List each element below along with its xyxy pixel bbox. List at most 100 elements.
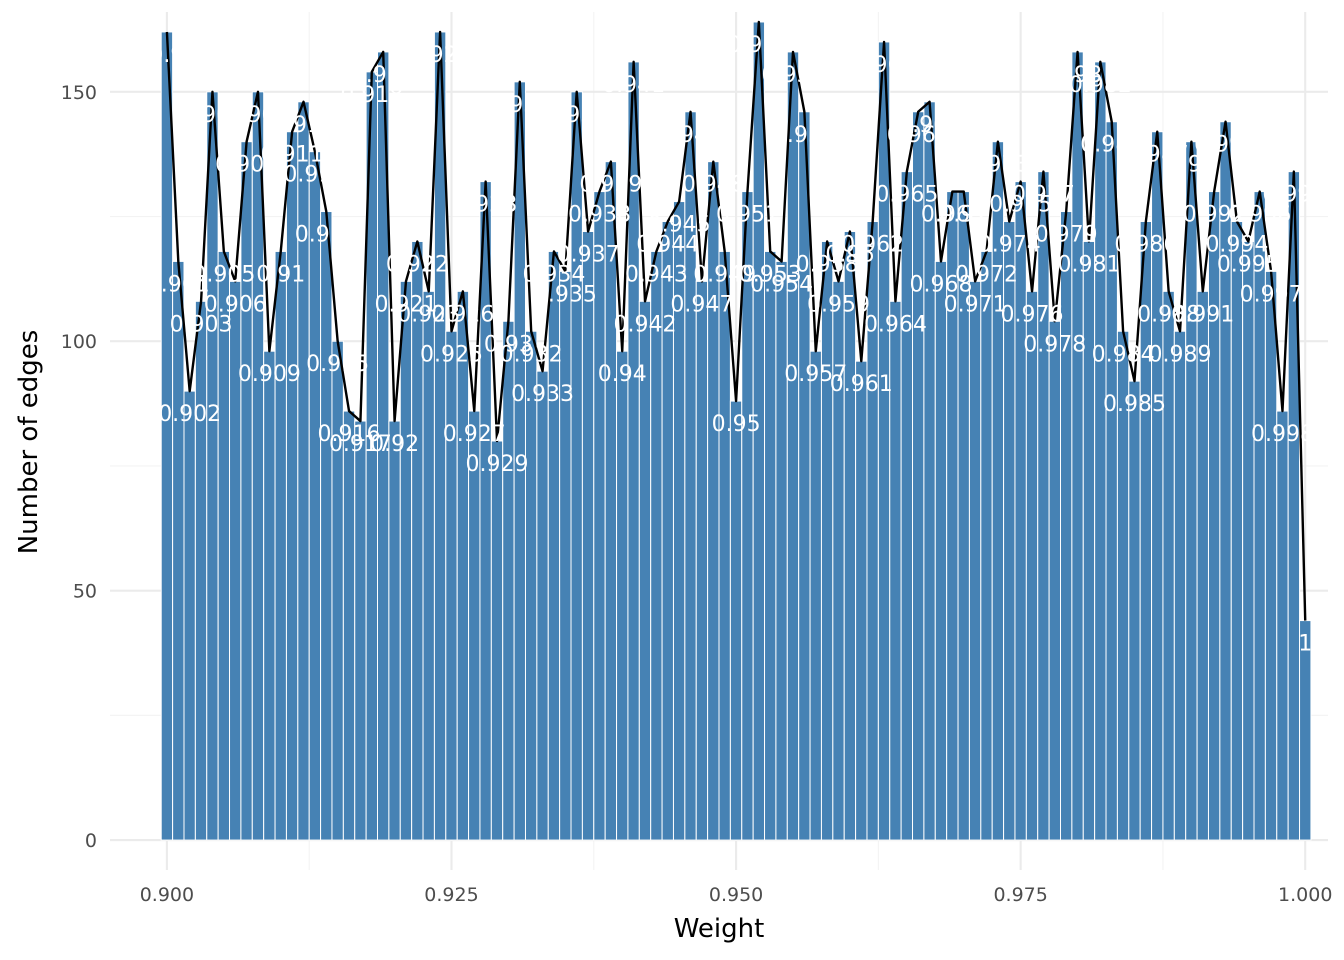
bar-label: 0.915 xyxy=(306,352,369,377)
x-tick-label: 0.900 xyxy=(140,884,194,906)
histogram-bar xyxy=(160,31,174,841)
histogram-bar xyxy=(877,41,891,841)
trend-line xyxy=(165,20,1307,621)
histogram-bar xyxy=(263,350,276,841)
histogram-bar xyxy=(764,250,777,841)
bar-label: 0.93 xyxy=(484,332,533,357)
histogram-bar xyxy=(616,350,629,841)
histogram-bar xyxy=(1162,290,1175,841)
histogram-bar xyxy=(445,330,458,841)
bar-label: 0.934 xyxy=(522,262,585,287)
histogram-bar xyxy=(206,91,219,841)
bar-label: 0.906 xyxy=(204,292,267,317)
bar-label: 0.921 xyxy=(374,292,437,317)
bars xyxy=(160,21,1312,841)
bar-label: 0.941 xyxy=(602,73,665,98)
bar-label: 0.937 xyxy=(557,242,620,267)
bar-label: 0.981 xyxy=(1057,252,1120,277)
histogram-bar xyxy=(786,51,800,841)
bar-label: 0.918 xyxy=(340,83,403,108)
bar-label: 0.954 xyxy=(750,272,813,297)
x-tick-label: 0.925 xyxy=(424,884,478,906)
y-axis-ticks: 0 50 100 150 xyxy=(61,82,97,852)
histogram-bar xyxy=(1105,121,1118,841)
bar-label: 0.961 xyxy=(830,372,893,397)
bar-label: 0.942 xyxy=(614,312,677,337)
bar-label: 0.953 xyxy=(739,262,802,287)
histogram-bar xyxy=(729,400,743,841)
bar-label: 0.987 xyxy=(1126,143,1189,168)
histogram-bar xyxy=(183,390,196,841)
histogram-bar xyxy=(342,410,356,841)
bar-label: 0.996 xyxy=(1228,203,1291,228)
histogram-bar xyxy=(490,440,504,841)
bar-label: 0.938 xyxy=(568,203,631,228)
bar-label: 0.977 xyxy=(1012,183,1075,208)
bar-label: 0.919 xyxy=(352,63,415,88)
histogram-bar xyxy=(1219,121,1232,841)
bar-label: 0.997 xyxy=(1240,282,1303,307)
histogram-bar xyxy=(695,280,709,841)
bar-label: 0.983 xyxy=(1080,133,1143,158)
x-tick-label: 0.950 xyxy=(709,884,763,906)
x-axis-ticks: 0.900 0.925 0.950 0.975 1.000 xyxy=(140,884,1333,906)
histogram-bar xyxy=(308,151,322,841)
bar-label: 0.974 xyxy=(978,233,1041,258)
bar-label: 1 xyxy=(1298,632,1312,657)
bar-label: 0.943 xyxy=(625,262,688,287)
bar-label: 0.917 xyxy=(329,432,392,457)
histogram-bar xyxy=(809,350,822,841)
histogram-bar xyxy=(775,260,788,841)
bar-label: 0.91 xyxy=(256,262,305,287)
histogram-bar xyxy=(388,420,401,841)
bar-label: 0.911 xyxy=(261,143,324,168)
bar-label: 0.923 xyxy=(397,302,460,327)
histogram-bar xyxy=(1242,240,1255,841)
bar-label: 0.992 xyxy=(1183,203,1246,228)
bar-label: 0.912 xyxy=(272,113,335,138)
bar-label: 0.975 xyxy=(989,193,1052,218)
bar-label: 0.903 xyxy=(170,312,233,337)
bar-label: 0.901 xyxy=(147,272,210,297)
bar-label: 0.92 xyxy=(370,432,419,457)
bar-label: 0.907 xyxy=(215,153,278,178)
y-tick-label: 150 xyxy=(61,82,97,104)
y-tick-label: 100 xyxy=(61,331,97,353)
histogram-bar xyxy=(1185,141,1198,841)
bar-label: 0.927 xyxy=(443,422,506,447)
bar-label: 0.985 xyxy=(1103,392,1166,417)
histogram-bar xyxy=(980,250,993,841)
histogram-bar xyxy=(650,250,663,841)
bar-label: 0.936 xyxy=(545,103,608,128)
bar-label: 0.968 xyxy=(909,272,972,297)
histogram-bar xyxy=(1299,620,1312,841)
histogram-bar xyxy=(718,250,731,841)
histogram-bar xyxy=(1173,330,1187,841)
bar-label: 0.946 xyxy=(659,123,722,148)
bar-label: 0.98 xyxy=(1053,63,1102,88)
bar-label: 0.951 xyxy=(716,203,779,228)
bar-label: 0.962 xyxy=(841,233,904,258)
bar-label: 0.935 xyxy=(534,282,597,307)
bar-label: 0.947 xyxy=(670,292,733,317)
bar-label: 0.9 xyxy=(149,43,184,68)
bar-label: 0.967 xyxy=(898,113,961,138)
bar-label: 0.931 xyxy=(488,93,551,118)
bar-label: 0.956 xyxy=(773,123,836,148)
bar-value-labels: 0.90.9010.9020.9030.9040.9050.9060.9070.… xyxy=(147,33,1326,657)
x-tick-label: 0.975 xyxy=(993,884,1047,906)
histogram-bar xyxy=(320,211,333,841)
bar-label: 0.922 xyxy=(386,252,449,277)
bar-label: 0.916 xyxy=(318,422,381,447)
x-tick-label: 1.000 xyxy=(1278,884,1332,906)
histogram-bar xyxy=(843,230,857,841)
histogram-bar xyxy=(456,290,470,841)
y-tick-label: 50 xyxy=(73,581,97,603)
bar-label: 0.982 xyxy=(1069,73,1132,98)
histogram-bar xyxy=(172,260,185,841)
bar-label: 0.976 xyxy=(1001,302,1064,327)
y-axis-title: Number of edges xyxy=(14,330,44,555)
bar-label: 0.905 xyxy=(192,262,255,287)
